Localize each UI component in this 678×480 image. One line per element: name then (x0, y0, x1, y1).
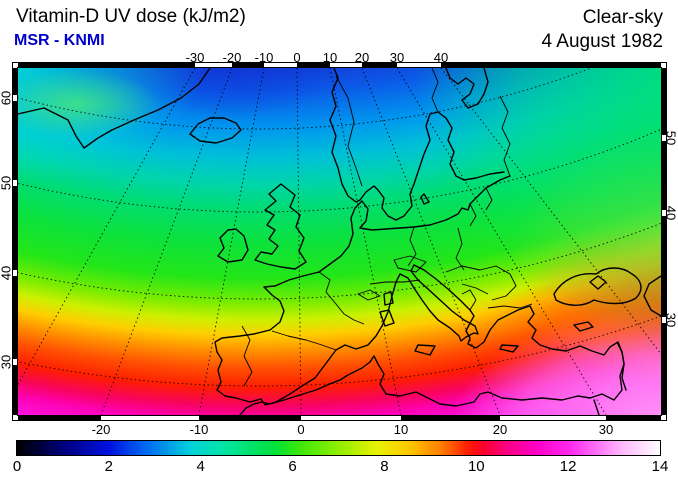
page-title: Vitamin-D UV dose (kJ/m2) (16, 6, 246, 27)
axis-tick-bottom: 30 (598, 422, 614, 437)
axis-tick-top: -30 (185, 50, 205, 65)
frame-zebra-segment (13, 365, 18, 415)
axis-tick-top: 30 (389, 50, 405, 65)
colorbar-tick-label: 2 (104, 458, 114, 475)
source-label: MSR - KNMI (14, 32, 105, 49)
axis-tick-left: 40 (0, 265, 14, 281)
frame-zebra-segment (606, 416, 661, 421)
frame-zebra-segment (297, 63, 330, 68)
frame-zebra-segment (13, 101, 18, 180)
axis-tick-top: 0 (293, 50, 301, 65)
axis-tick-top: 20 (354, 50, 370, 65)
colorbar-tick-label: 6 (288, 458, 297, 475)
axis-tick-top: 10 (322, 50, 338, 65)
frame-zebra-segment (18, 63, 195, 68)
coastlines (18, 68, 661, 415)
axis-tick-bottom: 20 (492, 422, 508, 437)
colorbar-tick-label: 10 (467, 458, 485, 475)
frame-zebra-segment (13, 186, 18, 270)
colorbar-tick-label: 14 (651, 458, 669, 475)
frame-zebra-segment (13, 276, 18, 359)
country-borders (241, 68, 533, 387)
frame-zebra-segment (661, 68, 666, 135)
colorbar-tick-label: 12 (559, 458, 577, 475)
axis-tick-top: 40 (433, 50, 449, 65)
header-right: Clear-sky 4 August 1982 (542, 6, 664, 54)
frame-zebra-segment (661, 216, 666, 317)
axis-tick-top: -10 (254, 50, 274, 65)
axis-tick-bottom: -10 (189, 422, 209, 437)
condition-label: Clear-sky (582, 7, 663, 28)
axis-tick-left: 50 (0, 175, 14, 191)
axis-tick-left: 30 (0, 354, 14, 370)
colorbar (16, 440, 661, 456)
date-label: 4 August 1982 (541, 31, 664, 52)
colorbar-tick-label: 8 (380, 458, 389, 475)
frame-zebra-segment (13, 68, 18, 95)
axis-tick-left: 60 (0, 90, 14, 106)
frame-zebra-segment (232, 63, 264, 68)
colorbar-tick-label: 4 (196, 458, 205, 475)
frame-zebra-segment (401, 416, 500, 421)
frame-zebra-segment (18, 416, 101, 421)
axis-tick-bottom: 10 (393, 422, 409, 437)
graticule (18, 68, 661, 415)
frame-zebra-segment (362, 63, 397, 68)
map-overlay-svg (18, 68, 661, 415)
frame-zebra-segment (441, 63, 661, 68)
frame-zebra-segment (661, 323, 666, 415)
axis-tick-bottom: -20 (91, 422, 111, 437)
map-canvas (17, 67, 662, 416)
colorbar-tick-label: 0 (12, 458, 22, 475)
frame-zebra-segment (199, 416, 301, 421)
axis-tick-top: -20 (222, 50, 242, 65)
axis-tick-bottom: 0 (297, 422, 305, 437)
frame-zebra-segment (661, 141, 666, 210)
